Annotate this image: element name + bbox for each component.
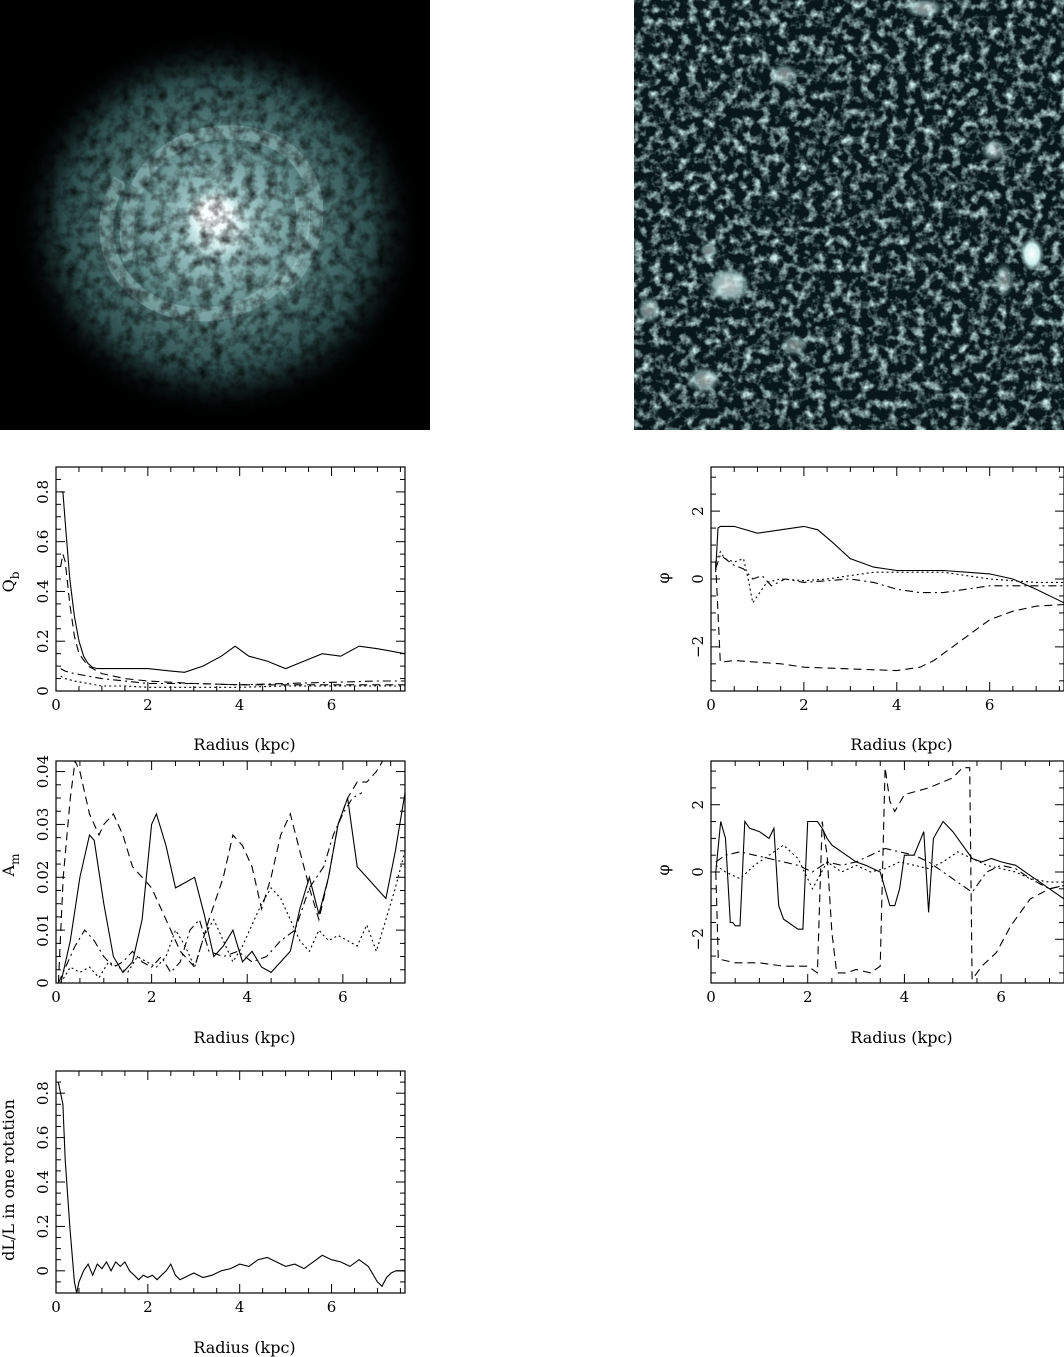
chart-dldl: 0 2 4 6 0 0.2 0.4 0.6 0.8 Radius (kpc) dL/L in one… [0,1070,406,1357]
y-tick-label: 0 [689,574,707,584]
series-dotted [60,850,405,983]
x-axis-title: Radius (kpc) [850,1028,952,1047]
x-tick-label: 0 [51,1298,61,1316]
x-tick-label: 0 [706,988,716,1006]
x-tick-label: 2 [147,988,157,1006]
y-tick-label: −2 [689,928,707,950]
y-tick-label: 0.04 [34,755,52,788]
x-tick-label: 4 [900,988,910,1006]
x-tick-label: 2 [143,696,153,714]
x-tick-label: 0 [706,696,716,714]
series-solid [60,491,405,673]
x-tick-label: 6 [327,1298,337,1316]
x-axis-title: Radius (kpc) [193,735,295,754]
y-tick-label: 0.8 [34,480,52,504]
x-tick-label: 4 [235,696,245,714]
y-axis-title: dL/L in one rotation [0,1099,18,1261]
y-axis-title: Qb [0,571,22,592]
y-tick-label: 0 [34,978,52,988]
y-axis-title: φ [654,572,673,583]
y-tick-label: 0 [689,867,707,877]
y-tick-label: −2 [689,636,707,658]
galaxy-image-svg [0,0,430,430]
series-solid [60,792,405,983]
y-tick-label: 2 [689,506,707,516]
series-dashdot [715,554,1064,594]
x-tick-label: 4 [242,988,252,1006]
y-tick-label: 0.01 [34,913,52,946]
x-tick-label: 6 [985,696,995,714]
x-axis-title: Radius (kpc) [850,735,952,754]
x-tick-label: 2 [799,696,809,714]
chart-qb: 0 2 4 6 0 0.2 0.4 0.6 0.8 Radius (kpc) Qb [0,466,406,754]
x-tick-label: 2 [803,988,813,1006]
x-tick-label: 4 [892,696,902,714]
series-dashed [715,561,1064,672]
y-tick-label: 0 [34,1266,52,1276]
galaxy-image [0,0,430,430]
y-tick-label: 0.02 [34,861,52,894]
residual-blobs [637,0,1044,394]
y-tick-label: 0.6 [34,1126,52,1150]
y-tick-label: 0.8 [34,1081,52,1105]
y-tick-label: 0.4 [34,580,52,604]
chart-phase1: 0 2 4 6 −2 0 2 Radius (kpc) φ [654,466,1064,754]
x-tick-label: 6 [996,988,1006,1006]
x-axis-title: Radius (kpc) [193,1338,295,1357]
x-tick-label: 6 [338,988,348,1006]
series-solid [715,525,1064,604]
series-solid [57,1081,405,1293]
y-axis-title: φ [654,864,673,875]
series-dashdot [57,792,363,983]
x-axis-title: Radius (kpc) [193,1028,295,1047]
plot-frame [55,466,406,692]
y-tick-label: 0.2 [34,629,52,653]
x-tick-label: 0 [51,696,61,714]
plot-frame [710,760,1064,984]
series-solid [715,819,1064,930]
series-dotted [715,550,1064,605]
series-dashed [57,761,384,983]
series-dashdot [715,847,1064,893]
y-tick-label: 0.03 [34,808,52,841]
y-axis-title: Am [0,853,22,878]
y-tick-label: 0.4 [34,1170,52,1194]
y-tick-label: 0.6 [34,530,52,554]
x-tick-label: 0 [51,988,61,1006]
chart-am: 0 2 4 6 0 0.01 0.02 0.03 0.04 Radius (kpc) Am [0,755,406,1047]
plot-frame [55,1070,406,1294]
plot-frame [55,760,406,984]
x-tick-label: 2 [143,1298,153,1316]
chart-phase2: 0 2 4 6 −2 0 2 Radius (kpc) φ [654,760,1064,1047]
series-dashed [60,553,405,686]
series-dashdot [60,668,405,686]
y-tick-label: 0.2 [34,1214,52,1238]
y-tick-label: 0 [34,686,52,696]
series-dotted [715,844,1064,891]
y-tick-label: 2 [689,800,707,810]
x-tick-label: 6 [327,696,337,714]
residual-noise-image [634,0,1064,430]
residual-image-svg [634,0,1064,430]
x-tick-label: 4 [235,1298,245,1316]
series-dashed [715,767,1064,982]
